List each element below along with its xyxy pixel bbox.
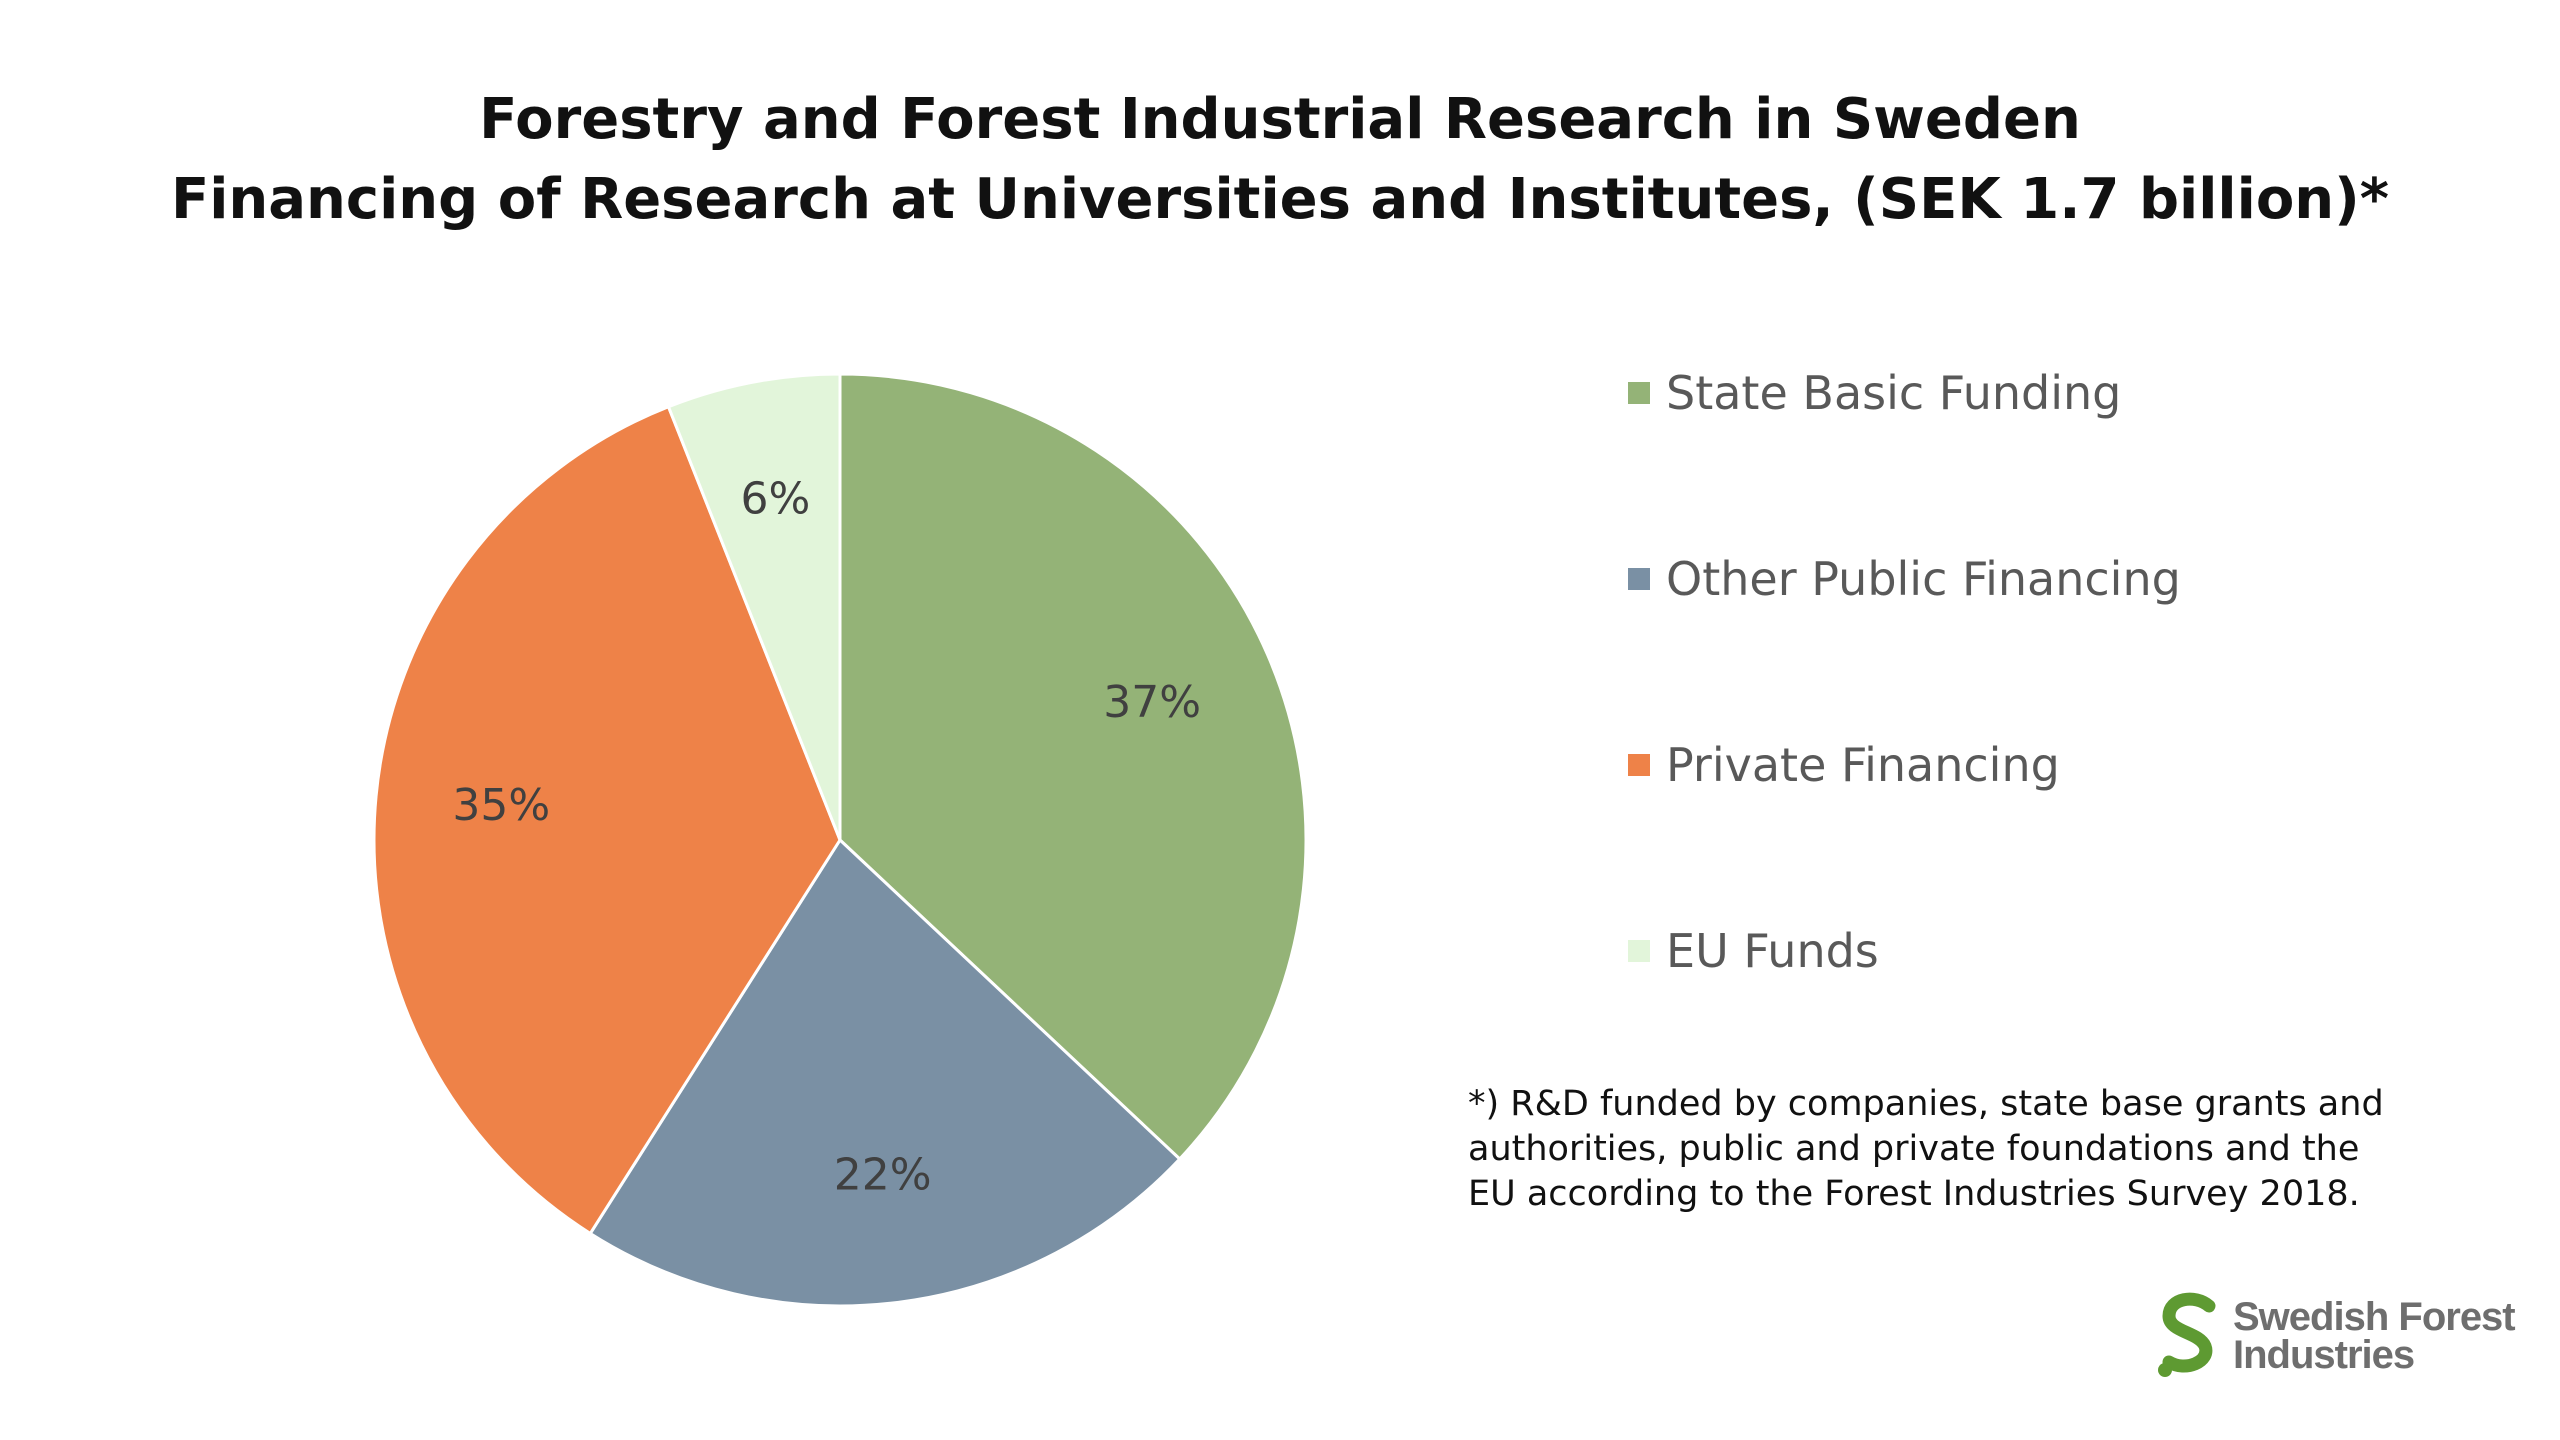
legend-swatch [1628, 754, 1650, 776]
legend-label: Private Financing [1666, 738, 2060, 792]
legend-label: Other Public Financing [1666, 552, 2181, 606]
legend-swatch [1628, 382, 1650, 404]
chart-subtitle: Financing of Research at Universities an… [170, 167, 2390, 232]
pie-label-eu-funds: 6% [740, 473, 810, 524]
swedish-forest-industries-logo: Swedish Forest Industries [2155, 1292, 2516, 1380]
legend-swatch [1628, 940, 1650, 962]
pie-chart: 37% 22% 35% 6% [372, 372, 1308, 1308]
logo-text: Swedish Forest Industries [2233, 1295, 2516, 1377]
legend-label: EU Funds [1666, 924, 1879, 978]
logo-text-line2: Industries [2233, 1333, 2415, 1377]
chart-footnote: *) R&D funded by companies, state base g… [1468, 1082, 2468, 1217]
legend-item-private-financing: Private Financing [1628, 727, 2528, 803]
pie-label-other-public-financing: 22% [834, 1149, 932, 1200]
footnote-line: authorities, public and private foundati… [1468, 1129, 2360, 1169]
legend-swatch [1628, 568, 1650, 590]
pie-slice-state-basic-funding [838, 372, 1308, 1162]
chart-title: Forestry and Forest Industrial Research … [479, 87, 2081, 152]
legend-item-eu-funds: EU Funds [1628, 913, 2528, 989]
chart-legend: State Basic Funding Other Public Financi… [1628, 355, 2528, 1099]
footnote-line: EU according to the Forest Industries Su… [1468, 1174, 2360, 1214]
logo-s-icon [2158, 1292, 2216, 1377]
legend-item-state-basic-funding: State Basic Funding [1628, 355, 2528, 431]
pie-slice-private-financing [372, 404, 842, 1236]
chart-title-block: Forestry and Forest Industrial Research … [0, 80, 2560, 240]
legend-label: State Basic Funding [1666, 366, 2122, 420]
pie-slice-other-public-financing [588, 837, 1182, 1308]
legend-item-other-public-financing: Other Public Financing [1628, 541, 2528, 617]
pie-label-state-basic-funding: 37% [1103, 677, 1201, 728]
logo-text-line1: Swedish Forest [2233, 1295, 2516, 1339]
footnote-line: *) R&D funded by companies, state base g… [1468, 1084, 2384, 1124]
pie-label-private-financing: 35% [452, 780, 550, 831]
pie-slice-eu-funds [666, 372, 842, 841]
